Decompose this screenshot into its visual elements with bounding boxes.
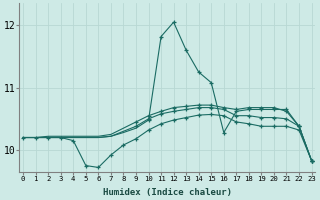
X-axis label: Humidex (Indice chaleur): Humidex (Indice chaleur) [103, 188, 232, 197]
